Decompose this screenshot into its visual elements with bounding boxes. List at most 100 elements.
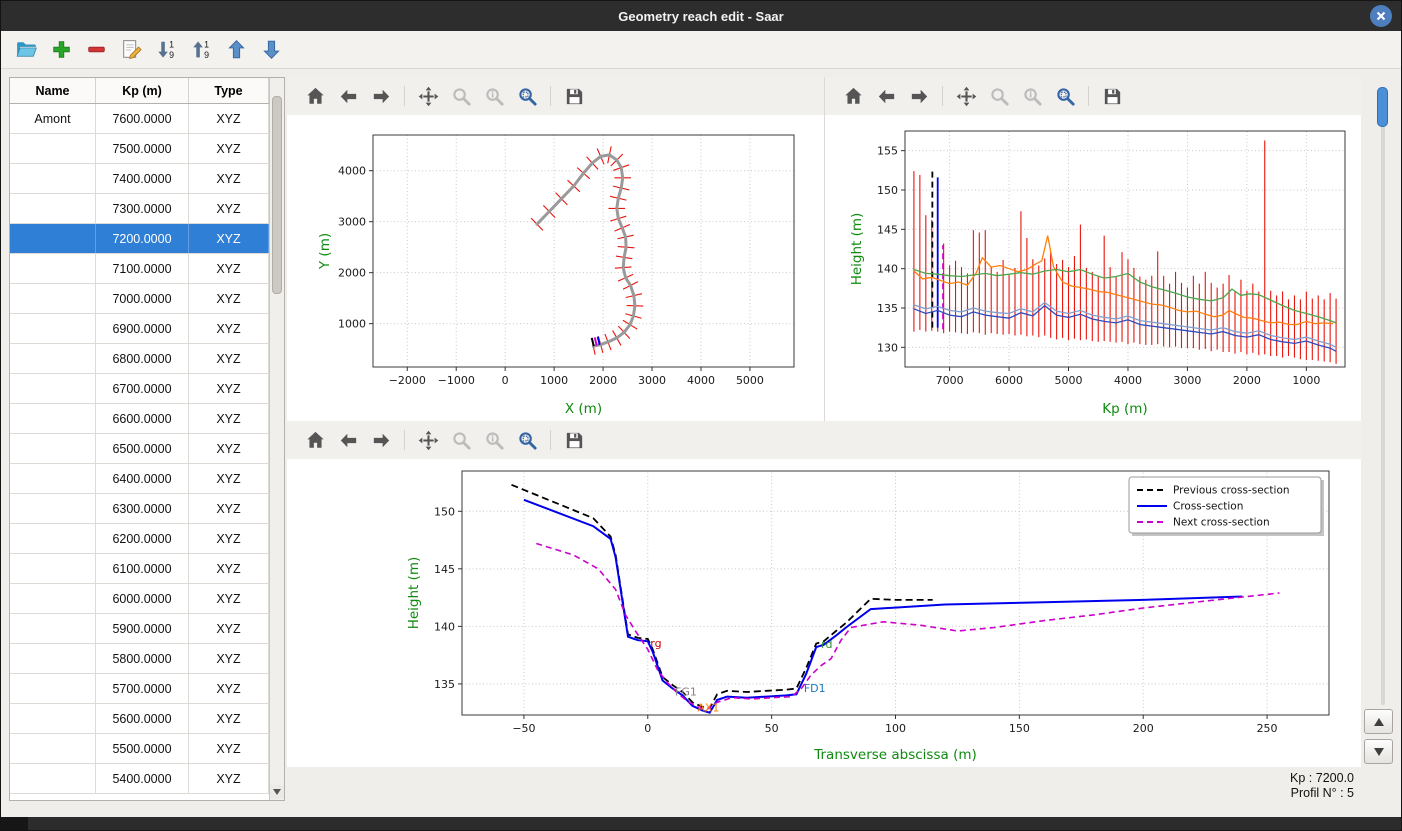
table-cell[interactable]: 5900.0000 [96, 614, 189, 643]
table-cell[interactable]: 5800.0000 [96, 644, 189, 673]
move-down-button[interactable] [258, 36, 285, 63]
table-cell[interactable]: XYZ [189, 104, 269, 133]
plot-back-button[interactable] [336, 428, 360, 452]
titlebar[interactable]: Geometry reach edit - Saar [1, 1, 1401, 31]
plot-home-button[interactable] [303, 428, 327, 452]
table-cell[interactable]: 7500.0000 [96, 134, 189, 163]
table-cell[interactable]: 7400.0000 [96, 164, 189, 193]
table-cell[interactable] [10, 314, 96, 343]
table-row[interactable]: 5700.0000 XYZ [10, 674, 269, 704]
table-cell[interactable] [10, 164, 96, 193]
table-row[interactable]: 7400.0000 XYZ [10, 164, 269, 194]
right-scrollbar[interactable] [1381, 89, 1385, 705]
table-cell[interactable]: XYZ [189, 314, 269, 343]
table-cell[interactable]: XYZ [189, 374, 269, 403]
plot-save-button[interactable] [562, 84, 586, 108]
table-cell[interactable] [10, 674, 96, 703]
table-row[interactable]: 6400.0000 XYZ [10, 464, 269, 494]
table-cell[interactable]: 7100.0000 [96, 254, 189, 283]
table-row[interactable]: 6600.0000 XYZ [10, 404, 269, 434]
table-cell[interactable]: XYZ [189, 704, 269, 733]
table-cell[interactable]: XYZ [189, 194, 269, 223]
table-cell[interactable]: 6000.0000 [96, 584, 189, 613]
table-row[interactable]: 6700.0000 XYZ [10, 374, 269, 404]
table-cell[interactable]: 5600.0000 [96, 704, 189, 733]
table-row[interactable]: Amont 7600.0000 XYZ [10, 104, 269, 134]
long-profile-plot[interactable]: 7000 6000 5000 4000 3000 2000 1000 130 135 140 145… [825, 115, 1361, 421]
table-cell[interactable] [10, 434, 96, 463]
add-button[interactable] [48, 36, 75, 63]
plot-zoom-rect-button[interactable] [515, 428, 539, 452]
table-cell[interactable] [10, 224, 96, 253]
table-cell[interactable] [10, 734, 96, 763]
table-row[interactable]: 7200.0000 XYZ [10, 224, 269, 254]
table-row[interactable]: 5900.0000 XYZ [10, 614, 269, 644]
plot-forward-button[interactable] [369, 428, 393, 452]
table-cell[interactable]: XYZ [189, 614, 269, 643]
open-button[interactable] [13, 36, 40, 63]
table-row[interactable]: 5600.0000 XYZ [10, 704, 269, 734]
table-cell[interactable]: XYZ [189, 554, 269, 583]
plot-zoom-rect-button[interactable] [1053, 84, 1077, 108]
table-cell[interactable] [10, 704, 96, 733]
table-cell[interactable]: 6500.0000 [96, 434, 189, 463]
move-up-button[interactable] [223, 36, 250, 63]
table-row[interactable]: 6800.0000 XYZ [10, 344, 269, 374]
table-row[interactable]: 6000.0000 XYZ [10, 584, 269, 614]
table-row[interactable]: 7000.0000 XYZ [10, 284, 269, 314]
plot-save-button[interactable] [1100, 84, 1124, 108]
table-cell[interactable]: XYZ [189, 224, 269, 253]
table-cell[interactable] [10, 464, 96, 493]
table-cell[interactable]: 6300.0000 [96, 494, 189, 523]
table-cell[interactable] [10, 554, 96, 583]
plot-save-button[interactable] [562, 428, 586, 452]
col-header-kp[interactable]: Kp (m) [96, 78, 189, 103]
table-cell[interactable]: XYZ [189, 134, 269, 163]
table-cell[interactable]: XYZ [189, 164, 269, 193]
table-cell[interactable]: 7600.0000 [96, 104, 189, 133]
table-cell[interactable]: 7300.0000 [96, 194, 189, 223]
table-cell[interactable]: 5500.0000 [96, 734, 189, 763]
table-cell[interactable] [10, 134, 96, 163]
table-row[interactable]: 5400.0000 XYZ [10, 764, 269, 794]
plot-pan-button[interactable] [416, 84, 440, 108]
table-cell[interactable]: 6400.0000 [96, 464, 189, 493]
table-cell[interactable]: XYZ [189, 734, 269, 763]
table-cell[interactable]: XYZ [189, 254, 269, 283]
table-cell[interactable]: 6700.0000 [96, 374, 189, 403]
right-scrollbar-thumb[interactable] [1377, 87, 1388, 127]
table-cell[interactable] [10, 494, 96, 523]
cross-section-plot[interactable]: −50 0 50 100 150 200 250 135 140 145 150 Transverse… [287, 459, 1361, 767]
table-row[interactable]: 6900.0000 XYZ [10, 314, 269, 344]
table-cell[interactable]: XYZ [189, 494, 269, 523]
plot-zoom-rect-button[interactable] [515, 84, 539, 108]
table-cell[interactable]: XYZ [189, 344, 269, 373]
col-header-name[interactable]: Name [10, 78, 96, 103]
table-cell[interactable]: XYZ [189, 524, 269, 553]
next-profile-button[interactable] [1364, 739, 1393, 764]
table-cell[interactable]: 6600.0000 [96, 404, 189, 433]
col-header-type[interactable]: Type [189, 78, 269, 103]
table-cell[interactable] [10, 404, 96, 433]
table-cell[interactable] [10, 584, 96, 613]
table-row[interactable]: 5800.0000 XYZ [10, 644, 269, 674]
table-cell[interactable]: XYZ [189, 464, 269, 493]
plot-pan-button[interactable] [954, 84, 978, 108]
table-cell[interactable]: XYZ [189, 644, 269, 673]
previous-profile-button[interactable] [1364, 709, 1393, 734]
close-button[interactable] [1370, 5, 1392, 27]
plot-forward-button[interactable] [369, 84, 393, 108]
table-cell[interactable] [10, 254, 96, 283]
table-cell[interactable] [10, 344, 96, 373]
table-row[interactable]: 7300.0000 XYZ [10, 194, 269, 224]
table-cell[interactable]: XYZ [189, 404, 269, 433]
table-cell[interactable]: 7000.0000 [96, 284, 189, 313]
table-row[interactable]: 7100.0000 XYZ [10, 254, 269, 284]
table-scrollbar-down-button[interactable] [270, 785, 284, 799]
plot-forward-button[interactable] [907, 84, 931, 108]
plot-home-button[interactable] [303, 84, 327, 108]
edit-button[interactable] [118, 36, 145, 63]
table-row[interactable]: 5500.0000 XYZ [10, 734, 269, 764]
plot-pan-button[interactable] [416, 428, 440, 452]
